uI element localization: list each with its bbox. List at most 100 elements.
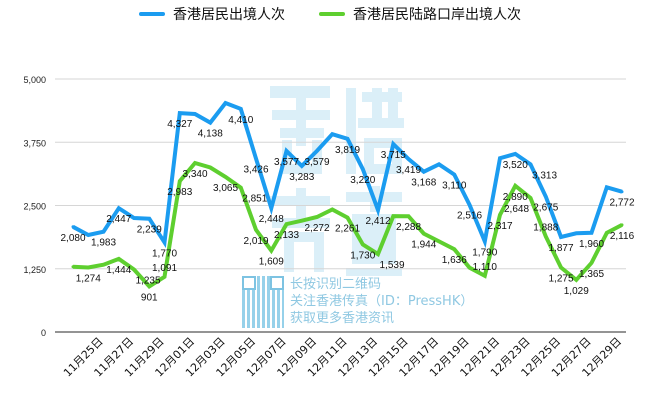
data-point <box>590 231 593 235</box>
data-label: 2,239 <box>137 225 162 236</box>
data-point <box>193 112 197 116</box>
data-point <box>208 166 212 170</box>
data-point <box>86 266 90 270</box>
data-point <box>163 275 166 279</box>
data-point <box>620 223 624 227</box>
data-point <box>361 242 365 246</box>
data-point <box>239 186 243 190</box>
data-point <box>590 261 593 265</box>
data-label: 2,133 <box>274 230 299 241</box>
data-point <box>407 214 410 218</box>
y-tick-label: 3,750 <box>23 138 46 148</box>
data-label: 901 <box>141 292 158 303</box>
data-label: 1,274 <box>76 274 101 285</box>
data-label: 3,819 <box>335 145 360 156</box>
data-label: 1,539 <box>379 260 404 271</box>
data-point <box>422 232 426 236</box>
data-point <box>529 196 532 200</box>
data-point <box>102 230 105 234</box>
data-point <box>452 247 456 251</box>
data-point <box>315 215 319 219</box>
y-tick-label: 0 <box>41 328 46 338</box>
watermark-logo-stroke <box>364 138 374 174</box>
data-point <box>132 268 136 272</box>
data-label: 1,790 <box>472 247 497 258</box>
data-label: 1,235 <box>135 276 160 287</box>
data-point <box>346 216 349 220</box>
watermark-logo-stroke <box>280 128 324 138</box>
data-label: 2,448 <box>259 214 284 225</box>
data-point <box>605 231 609 235</box>
data-label: 1,110 <box>473 262 498 273</box>
data-label: 1,275 <box>548 273 573 284</box>
data-label: 2,412 <box>365 216 390 227</box>
data-label: 2,080 <box>60 233 85 244</box>
data-label: 4,327 <box>167 119 192 130</box>
data-label: 1,609 <box>259 257 284 268</box>
watermark-logo-stroke <box>372 88 382 128</box>
data-point <box>468 266 471 270</box>
watermark-logo-stroke <box>284 232 320 242</box>
data-label: 1,444 <box>106 265 131 276</box>
data-point <box>498 213 502 217</box>
data-label: 1,730 <box>350 250 375 261</box>
data-point <box>574 231 578 235</box>
data-point <box>71 265 75 269</box>
watermark-logo-stroke <box>312 140 322 174</box>
watermark-logo-stroke <box>296 188 306 228</box>
data-point <box>254 157 258 161</box>
data-point <box>346 137 349 141</box>
data-label: 4,138 <box>198 129 223 140</box>
data-label: 3,220 <box>350 175 375 186</box>
data-point <box>300 164 304 168</box>
data-point <box>132 216 136 220</box>
data-point <box>269 206 273 210</box>
data-label: 2,019 <box>243 236 268 247</box>
watermark-logo-stroke <box>364 138 400 148</box>
data-label: 3,520 <box>503 160 528 171</box>
legend-item-land-port: 香港居民陆路口岸出境人次 <box>319 4 521 24</box>
legend-swatch-green <box>319 12 345 16</box>
data-point <box>254 228 258 232</box>
data-label: 4,410 <box>228 115 253 126</box>
watermark-logo-stroke <box>282 164 322 174</box>
legend-item-outbound: 香港居民出境人次 <box>139 4 285 24</box>
data-point <box>285 222 288 226</box>
data-label: 3,313 <box>532 170 557 181</box>
data-point <box>407 157 410 161</box>
data-label: 2,261 <box>335 224 360 235</box>
data-label: 3,168 <box>411 178 436 189</box>
data-label: 1,944 <box>411 240 436 251</box>
watermark-line: 长按识别二维码 <box>290 277 382 292</box>
data-label: 1,877 <box>548 243 573 254</box>
data-point <box>361 167 365 171</box>
data-point <box>376 252 380 256</box>
data-point <box>300 219 304 223</box>
data-point <box>544 234 548 238</box>
y-tick-label: 2,500 <box>23 202 46 212</box>
data-label: 2,983 <box>167 187 192 198</box>
legend-label: 香港居民陆路口岸出境人次 <box>353 7 521 23</box>
data-label: 3,577 <box>274 157 299 168</box>
data-point <box>391 214 395 218</box>
data-point <box>513 184 517 188</box>
data-point <box>620 190 624 194</box>
y-tick-label: 5,000 <box>23 75 46 85</box>
data-label: 3,715 <box>381 150 406 161</box>
watermark-logo-stroke <box>284 232 294 272</box>
data-label: 2,890 <box>503 192 528 203</box>
data-point <box>193 161 197 165</box>
data-label: 3,579 <box>304 157 329 168</box>
data-label: 1,960 <box>579 239 604 250</box>
data-point <box>544 195 548 199</box>
legend: 香港居民出境人次 香港居民陆路口岸出境人次 <box>0 4 660 24</box>
data-point <box>529 162 532 166</box>
data-point <box>513 152 517 156</box>
data-label: 1,770 <box>152 248 177 259</box>
qr-code-icon <box>242 276 284 328</box>
watermark-logo-stroke <box>314 232 324 272</box>
data-point <box>315 149 319 153</box>
legend-label: 香港居民出境人次 <box>173 7 285 23</box>
data-point <box>147 284 151 288</box>
